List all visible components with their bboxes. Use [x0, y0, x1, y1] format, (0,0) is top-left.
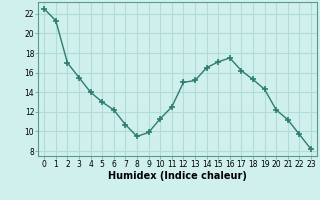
- X-axis label: Humidex (Indice chaleur): Humidex (Indice chaleur): [108, 171, 247, 181]
